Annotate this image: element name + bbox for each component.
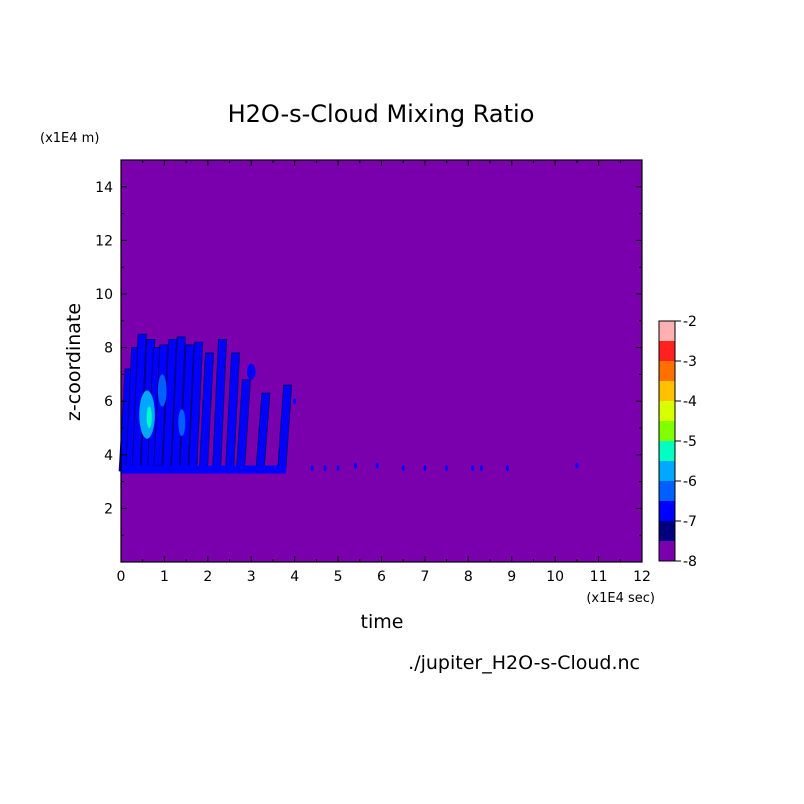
- chart-title: H2O-s-Cloud Mixing Ratio: [228, 100, 535, 128]
- x-tick-label: 7: [420, 569, 429, 585]
- y-tick-label: 14: [95, 180, 113, 196]
- x-tick-label: 12: [633, 569, 651, 585]
- colorbar-swatch: [659, 461, 675, 481]
- cloud-base-band: [121, 465, 286, 474]
- x-tick-label: 9: [507, 569, 516, 585]
- colorbar-swatch: [659, 441, 675, 461]
- cloud-fleck: [336, 465, 340, 472]
- colorbar-swatch: [659, 341, 675, 361]
- cloud-fleck: [445, 465, 449, 472]
- colorbar-swatch: [659, 321, 675, 341]
- cloud-core: [157, 374, 167, 407]
- cloud-core: [146, 406, 152, 428]
- x-tick-label: 11: [590, 569, 608, 585]
- colorbar-tick-label: -3: [683, 354, 697, 370]
- y-tick-label: 8: [104, 341, 113, 357]
- cloud-fleck: [353, 462, 357, 469]
- cloud-fleck: [293, 398, 297, 405]
- plot-area: [118, 160, 642, 562]
- y-tick-label: 10: [95, 287, 113, 303]
- x-axis-label: time: [361, 611, 404, 633]
- cloud-core: [246, 363, 256, 380]
- cloud-fleck: [401, 465, 405, 472]
- colorbar-swatch: [659, 381, 675, 401]
- colorbar-tick-label: -5: [683, 434, 697, 450]
- colorbar-swatch: [659, 421, 675, 441]
- x-tick-label: 1: [160, 569, 169, 585]
- colorbar-swatch: [659, 481, 675, 501]
- x-tick-label: 3: [247, 569, 256, 585]
- colorbar-swatch: [659, 401, 675, 421]
- x-tick-label: 5: [334, 569, 343, 585]
- cloud-fleck: [423, 465, 427, 472]
- cloud-fleck: [505, 465, 509, 472]
- cloud-fleck: [323, 465, 327, 472]
- cloud-fleck: [375, 462, 379, 469]
- x-tick-label: 10: [546, 569, 564, 585]
- x-tick-label: 0: [117, 569, 126, 585]
- y-unit-label: (x1E4 m): [40, 131, 99, 146]
- x-unit-label: (x1E4 sec): [586, 591, 655, 606]
- colorbar-tick-label: -4: [683, 394, 697, 410]
- x-tick-label: 2: [203, 569, 212, 585]
- cloud-core: [178, 409, 186, 437]
- colorbar: -2 -3 -4 -5 -6 -7 -8: [658, 314, 697, 570]
- colorbar-tick-label: -2: [683, 314, 697, 330]
- y-tick-label: 4: [104, 448, 113, 464]
- colorbar-tick-label: -6: [683, 474, 697, 490]
- x-tick-label: 6: [377, 569, 386, 585]
- y-tick-label: 2: [104, 501, 113, 517]
- y-tick-label: 12: [95, 233, 113, 249]
- colorbar-swatch: [659, 541, 675, 561]
- y-tick-label: 6: [104, 394, 113, 410]
- colorbar-swatch: [659, 501, 675, 521]
- colorbar-swatch: [659, 361, 675, 381]
- cloud-fleck: [471, 465, 475, 472]
- cloud-fleck: [310, 465, 314, 472]
- y-axis-label: z-coordinate: [63, 303, 85, 421]
- colorbar-tick-label: -7: [683, 514, 697, 530]
- source-file-label: ./jupiter_H2O-s-Cloud.nc: [408, 652, 640, 674]
- x-tick-label: 8: [464, 569, 473, 585]
- y-axis: 2 4 6 8 10 12 14: [95, 180, 642, 536]
- cloud-fleck: [575, 462, 579, 469]
- x-tick-label: 4: [290, 569, 299, 585]
- cloud-fleck: [479, 465, 483, 472]
- colorbar-tick-label: -8: [683, 554, 697, 570]
- colorbar-swatch: [659, 521, 675, 541]
- x-axis: 0 1 2 3 4 5 6 7 8 9 10 11 12: [117, 160, 651, 585]
